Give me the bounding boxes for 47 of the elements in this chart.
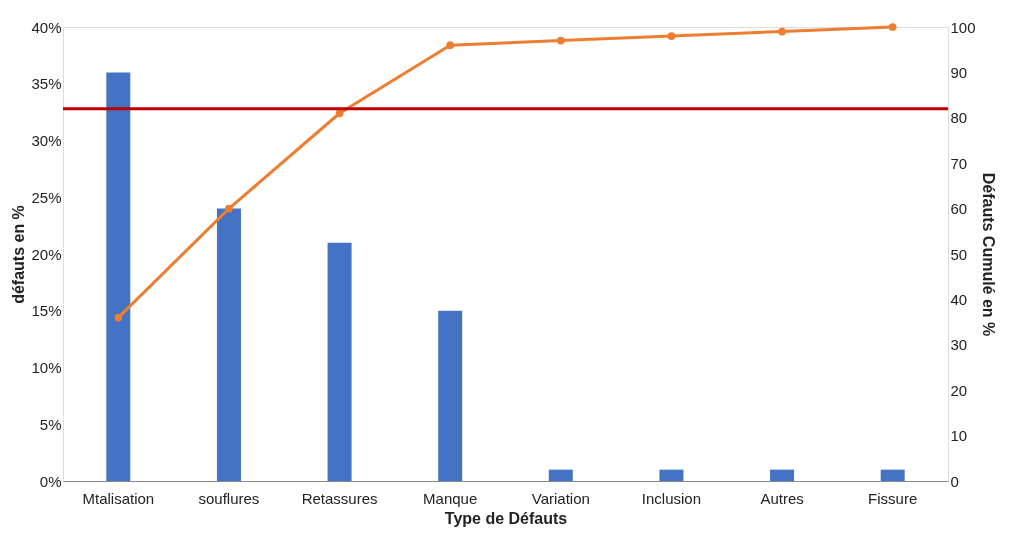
y2-tick-label: 80 (950, 109, 968, 127)
point (335, 109, 344, 118)
bar (659, 469, 684, 481)
y-tick-label: 15% (31, 302, 62, 320)
point (114, 313, 123, 322)
y-tick-label: 20% (31, 245, 62, 263)
point (778, 27, 786, 36)
y2-tick-label: 40 (950, 290, 968, 308)
y2-tick-label: 50 (950, 245, 968, 263)
bar (880, 469, 905, 481)
bar (327, 242, 352, 481)
x-tick-label: Autres (760, 489, 804, 507)
bar (548, 469, 573, 481)
y2-tick-label: 100 (950, 18, 976, 36)
point (667, 32, 676, 40)
bar (216, 208, 241, 481)
y2-tick-label: 0 (950, 472, 959, 490)
y-tick-label: 40% (31, 18, 62, 36)
y-tick-label: 25% (31, 188, 62, 206)
y2-tick-label: 30 (950, 336, 968, 354)
y-axis-title: défauts en % (10, 205, 28, 304)
y2-axis-title: Défauts Cumulé en % (979, 172, 997, 337)
x-tick-label: Mtalisation (82, 489, 155, 507)
y-tick-label: 5% (39, 415, 62, 433)
point (888, 23, 897, 31)
bar (438, 310, 463, 481)
y-tick-label: 0% (39, 472, 62, 490)
y-tick-label: 30% (31, 132, 62, 149)
y2-tick-label: 70 (950, 154, 968, 172)
point (556, 36, 565, 45)
bar (770, 469, 795, 481)
x-tick-label: Inclusion (641, 489, 702, 507)
x-tick-label: Manque (423, 489, 478, 507)
bar (106, 72, 131, 481)
point (225, 204, 233, 213)
y2-tick-label: 60 (950, 200, 968, 218)
x-tick-label: Fissure (868, 489, 918, 507)
y-tick-label: 35% (31, 75, 62, 93)
y-tick-label: 10% (31, 359, 62, 376)
y2-tick-label: 10 (950, 427, 968, 445)
x-tick-label: Retassures (301, 489, 378, 507)
y2-tick-label: 90 (950, 63, 968, 81)
x-axis-title: Type de Défauts (444, 509, 568, 527)
x-tick-label: Variation (531, 489, 590, 507)
x-tick-label: souflures (198, 489, 260, 507)
y2-tick-label: 20 (950, 381, 968, 399)
point (446, 41, 455, 50)
